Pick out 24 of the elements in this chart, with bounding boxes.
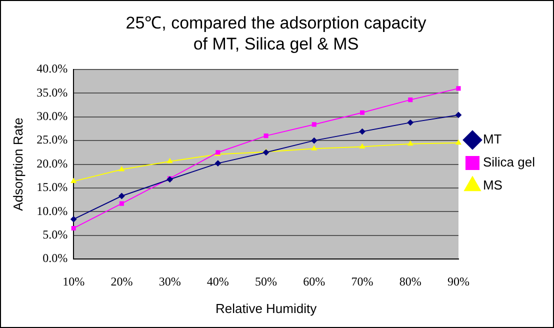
legend-label: Silica gel: [482, 154, 536, 170]
x-tick-label: 10%: [62, 274, 85, 288]
y-tick-label: 20.0%: [36, 156, 68, 170]
y-tick-label: 5.0%: [42, 227, 68, 242]
y-tick-label: 35.0%: [36, 85, 68, 100]
x-tick-label: 20%: [110, 274, 133, 288]
chart-title: 25℃, compared the adsorption capacity of MT, Silica gel & MS: [126, 13, 427, 54]
y-tick-label: 25.0%: [36, 132, 68, 147]
y-tick-label: 15.0%: [36, 180, 68, 194]
y-tick-label: 40.0%: [36, 62, 68, 76]
x-tick-label: 90%: [447, 274, 470, 288]
y-tick-label: 10.0%: [36, 204, 68, 218]
x-axis-title: Relative Humidity: [215, 300, 318, 316]
x-tick-label: 30%: [158, 274, 181, 288]
y-tick-label: 0.0%: [42, 251, 68, 266]
x-tick-label: 70%: [351, 274, 374, 288]
x-tick-label: 60%: [303, 274, 326, 288]
x-tick-label: 40%: [206, 274, 229, 288]
x-tick-label: 80%: [399, 274, 422, 288]
y-axis-title: Adsorption Rate: [10, 118, 26, 211]
legend-label: MT: [482, 132, 502, 147]
y-tick-label: 30.0%: [36, 109, 68, 124]
x-tick-label: 50%: [255, 274, 278, 288]
legend-label: MS: [482, 178, 503, 193]
